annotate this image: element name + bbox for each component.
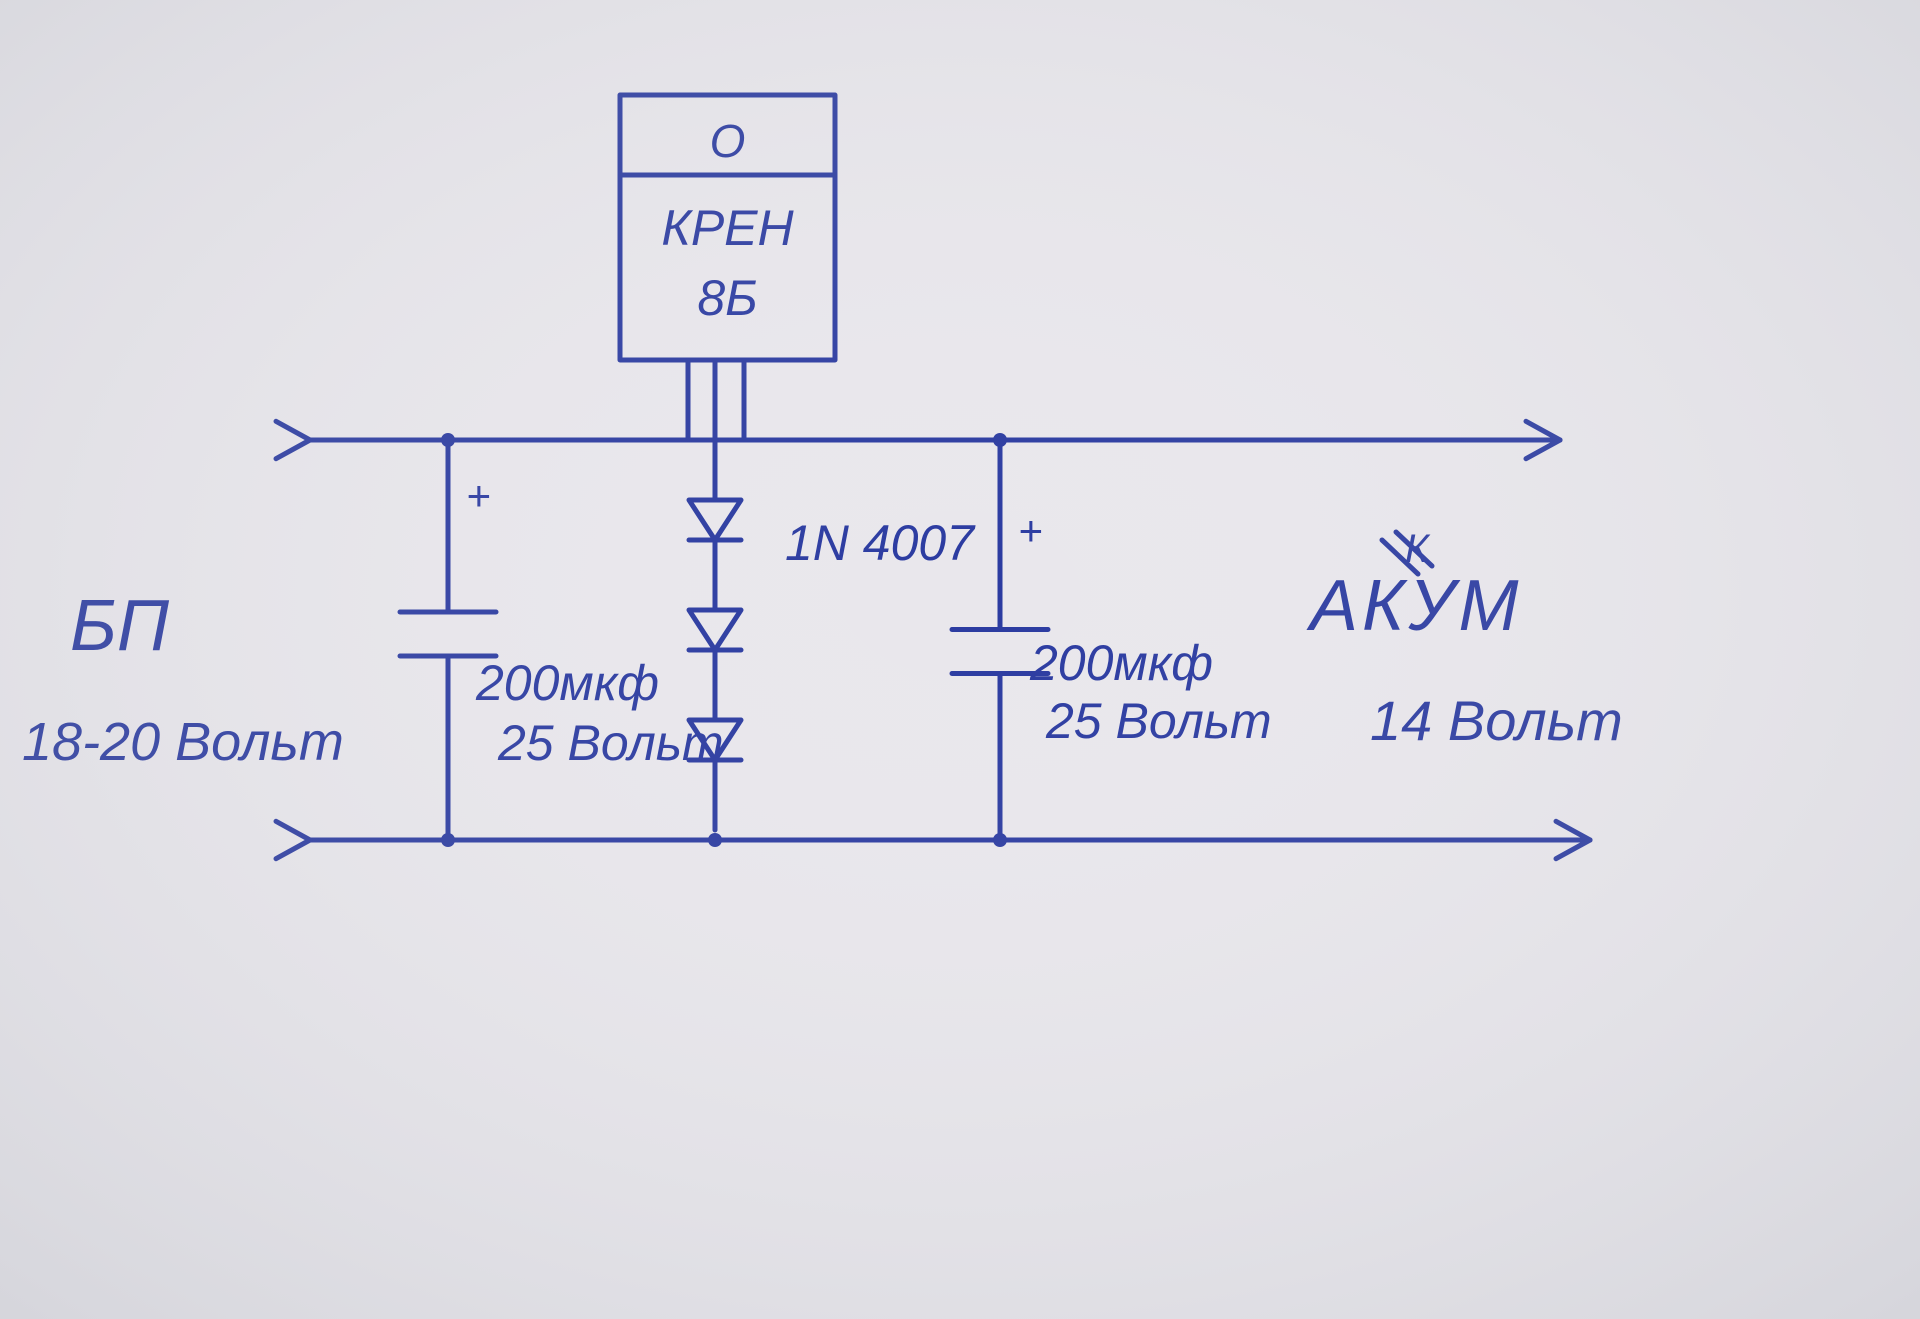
regulator-name-2: 8Б (697, 270, 757, 326)
regulator-hole-label: O (710, 115, 746, 167)
cap1-value: 200мкф (475, 655, 659, 711)
cap2-value: 200мкф (1029, 635, 1213, 691)
circuit-schematic: OКРЕН8Б+200мкф25 Вольт1N 4007+200мкф25 В… (0, 0, 1920, 1319)
regulator-name-1: КРЕН (661, 200, 794, 256)
input-subtitle: 18-20 Вольт (22, 712, 344, 772)
input-title: БП (70, 586, 170, 666)
output-subtitle: 14 Вольт (1370, 689, 1623, 752)
paper-background (0, 0, 1920, 1319)
cap2-voltage: 25 Вольт (1045, 693, 1272, 749)
output-title: АКУМ (1306, 566, 1522, 646)
polarity-plus: + (466, 472, 491, 519)
polarity-plus: + (1018, 507, 1043, 554)
diode-label: 1N 4007 (785, 515, 976, 571)
